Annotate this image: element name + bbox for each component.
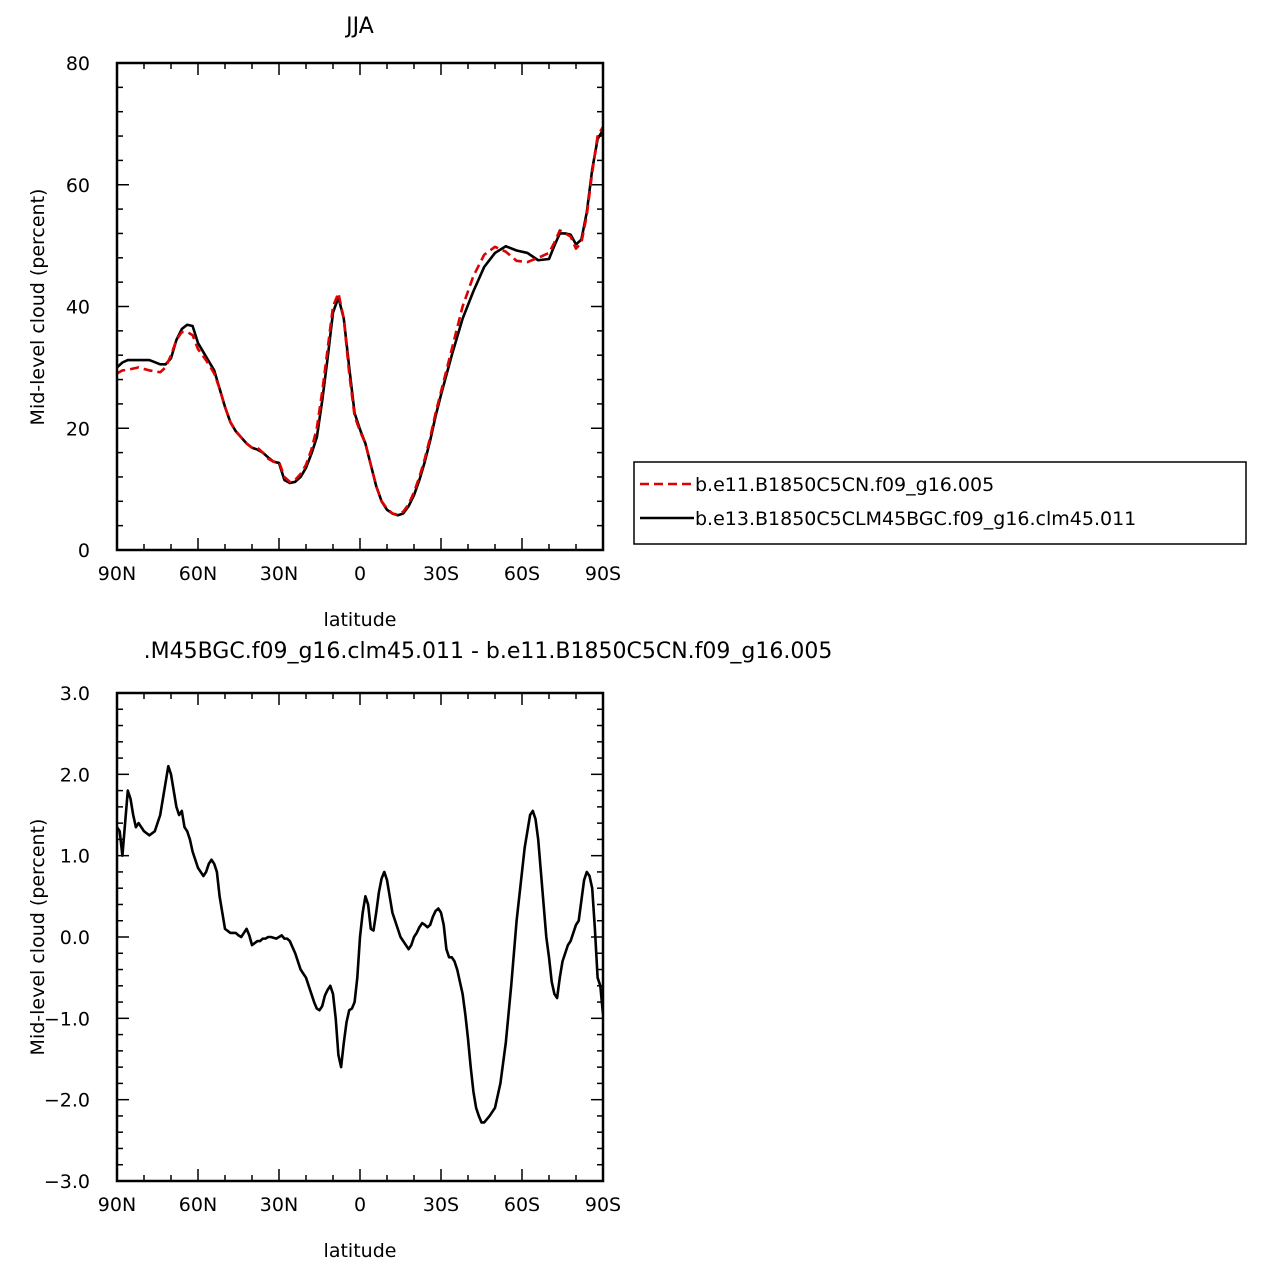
- top-plot-frame: [115, 61, 605, 552]
- top-y-tick-label: 60: [66, 175, 90, 197]
- top-ticks: 90N 60N 30N 0 30S 60S 90S 0 20 40 60 80: [66, 53, 621, 585]
- bottom-ticks: 90N 60N 30N 0 30S 60S 90S −3.0 −2.0 −1.0 0.0 1.0 2.0…: [44, 683, 621, 1216]
- bottom-chart-title: .M45BGC.f09_g16.clm45.011 - b.e11.B1850C…: [144, 639, 833, 664]
- legend-box: [633, 461, 1247, 545]
- top-y-tick-label: 40: [66, 297, 90, 319]
- legend-entry-2: b.e13.B1850C5CLM45BGC.f09_g16.clm45.011: [695, 508, 1136, 530]
- bottom-x-tick-label: 0: [354, 1194, 366, 1216]
- top-x-tick-label: 60S: [504, 563, 540, 585]
- bottom-y-tick-label: 0.0: [60, 927, 90, 949]
- top-x-tick-label: 0: [354, 563, 366, 585]
- bottom-panel: .M45BGC.f09_g16.clm45.011 - b.e11.B1850C…: [27, 639, 832, 1262]
- bottom-series-line-1: [117, 764, 603, 1124]
- bottom-x-tick-label: 60S: [504, 1194, 540, 1216]
- top-y-tick-label: 80: [66, 53, 90, 75]
- bottom-y-tick-label: −2.0: [44, 1090, 90, 1112]
- bottom-x-tick-label: 60N: [179, 1194, 217, 1216]
- bottom-x-tick-label: 90N: [98, 1194, 136, 1216]
- bottom-y-axis-label: Mid-level cloud (percent): [27, 819, 49, 1056]
- top-x-tick-label: 60N: [179, 563, 217, 585]
- top-panel: JJA latitude Mid-level cloud (percent) 9…: [27, 14, 621, 631]
- bottom-y-tick-label: 3.0: [60, 683, 90, 705]
- top-x-tick-label: 90S: [585, 563, 621, 585]
- bottom-y-tick-label: 2.0: [60, 764, 90, 786]
- top-series: [117, 126, 603, 517]
- top-x-tick-label: 30S: [423, 563, 459, 585]
- top-x-tick-label: 30N: [260, 563, 298, 585]
- bottom-x-axis-label: latitude: [324, 1240, 397, 1262]
- bottom-y-tick-label: 1.0: [60, 846, 90, 868]
- legend-entry-1: b.e11.B1850C5CN.f09_g16.005: [695, 474, 994, 496]
- bottom-x-tick-label: 30S: [423, 1194, 459, 1216]
- top-chart-title: JJA: [344, 14, 374, 39]
- bottom-plot-frame: [115, 691, 605, 1183]
- top-x-axis-label: latitude: [324, 609, 397, 631]
- top-y-tick-label: 20: [66, 418, 90, 440]
- top-y-axis-label: Mid-level cloud (percent): [27, 189, 49, 426]
- bottom-y-tick-label: −3.0: [44, 1171, 90, 1193]
- top-series-line-2: [117, 129, 603, 517]
- legend: b.e11.B1850C5CN.f09_g16.005 b.e13.B1850C…: [633, 461, 1247, 545]
- top-series-line-1: [117, 126, 603, 516]
- top-x-tick-label: 90N: [98, 563, 136, 585]
- bottom-y-tick-label: −1.0: [44, 1008, 90, 1030]
- bottom-x-tick-label: 90S: [585, 1194, 621, 1216]
- bottom-series: [117, 764, 603, 1124]
- bottom-x-tick-label: 30N: [260, 1194, 298, 1216]
- top-y-tick-label: 0: [78, 540, 90, 562]
